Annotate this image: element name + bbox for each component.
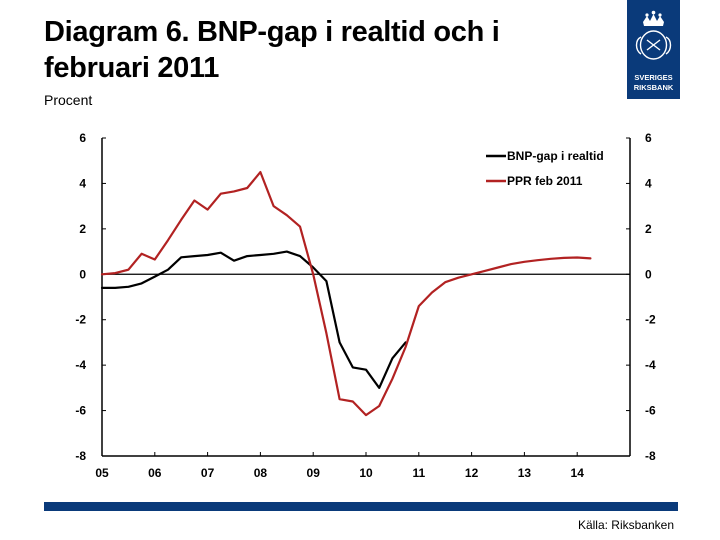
y-tick-label-right: 4	[645, 176, 652, 190]
crown-icon	[643, 10, 664, 26]
x-tick-label: 09	[307, 466, 321, 480]
x-tick-label: 14	[571, 466, 585, 480]
page-title: Diagram 6. BNP-gap i realtid och i febru…	[44, 16, 500, 84]
y-tick-label-right: 6	[645, 131, 652, 145]
x-tick-label: 12	[465, 466, 479, 480]
x-tick-label: 06	[148, 466, 162, 480]
x-tick-label: 05	[95, 466, 109, 480]
x-tick-label: 13	[518, 466, 532, 480]
y-tick-label-left: -8	[75, 449, 86, 463]
y-tick-label-left: 6	[79, 131, 86, 145]
series-line-ppr-feb-2011	[100, 171, 592, 417]
y-tick-label-left: -6	[75, 404, 86, 418]
y-tick-label-right: -8	[645, 449, 656, 463]
legend-label: BNP-gap i realtid	[507, 149, 604, 163]
y-axis-unit-label: Procent	[44, 92, 93, 108]
y-tick-label-right: -6	[645, 404, 656, 418]
riksbank-logo: SVERIGES RIKSBANK	[627, 0, 680, 99]
y-tick-label-right: -2	[645, 313, 656, 327]
y-tick-label-right: 2	[645, 222, 652, 236]
y-tick-label-left: 0	[79, 267, 86, 281]
series-line-bnp-gap-realtid	[100, 250, 407, 389]
y-tick-label-right: 0	[645, 267, 652, 281]
x-tick-label: 08	[254, 466, 268, 480]
legend-label: PPR feb 2011	[507, 174, 583, 188]
logo-text-line2: RIKSBANK	[634, 83, 674, 92]
source-note: Källa: Riksbanken	[577, 518, 674, 532]
y-tick-label-right: -4	[645, 358, 656, 372]
footer-bar	[44, 502, 678, 511]
coat-of-arms-icon	[635, 30, 672, 60]
y-tick-label-left: -2	[75, 313, 86, 327]
y-tick-label-left: -4	[75, 358, 86, 372]
x-tick-label: 10	[359, 466, 373, 480]
x-tick-label: 11	[412, 466, 425, 480]
logo-text-line1: SVERIGES	[634, 73, 672, 82]
y-tick-label-left: 4	[79, 176, 86, 190]
y-tick-label-left: 2	[79, 222, 86, 236]
x-tick-label: 07	[201, 466, 215, 480]
